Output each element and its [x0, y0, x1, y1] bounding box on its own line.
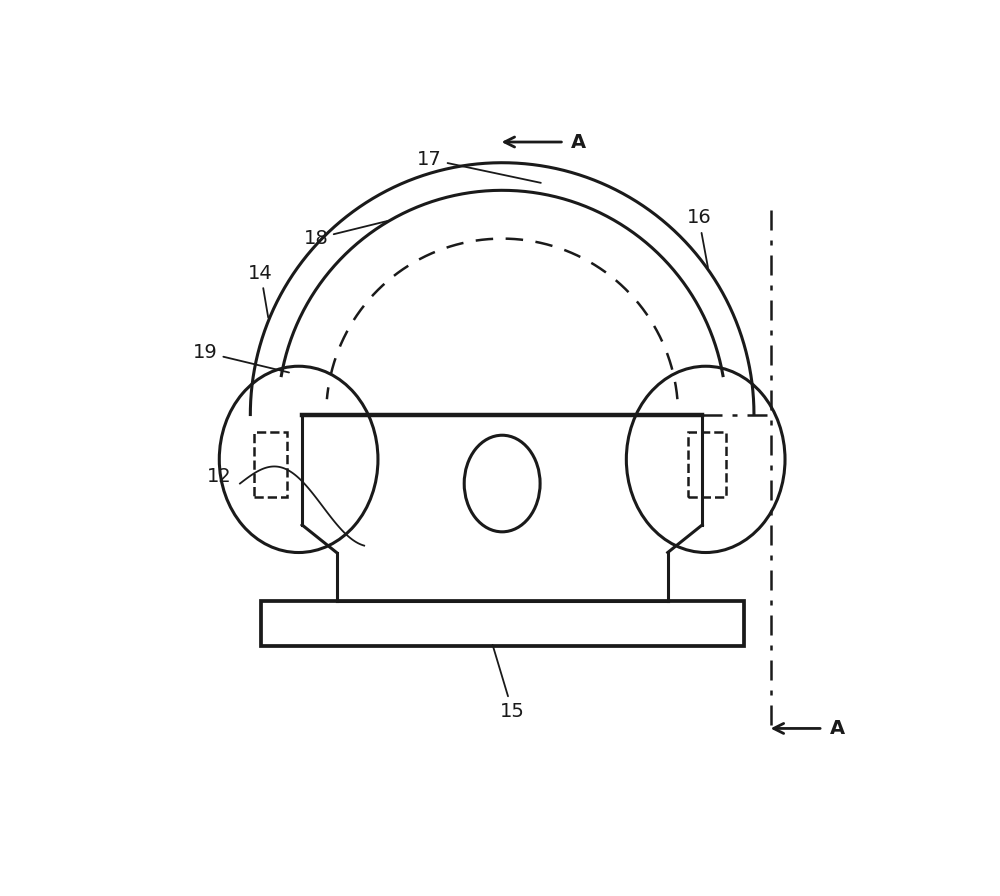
Bar: [261, 601, 744, 646]
Bar: [688, 432, 726, 497]
Text: 18: 18: [303, 221, 387, 248]
Text: 17: 17: [417, 150, 541, 183]
Text: 15: 15: [493, 645, 525, 720]
Text: A: A: [830, 719, 845, 738]
Text: A: A: [571, 133, 586, 151]
Bar: [254, 432, 287, 497]
Text: 19: 19: [193, 343, 289, 373]
Text: 12: 12: [207, 467, 232, 487]
Text: 14: 14: [248, 263, 273, 317]
Text: 16: 16: [686, 209, 711, 267]
